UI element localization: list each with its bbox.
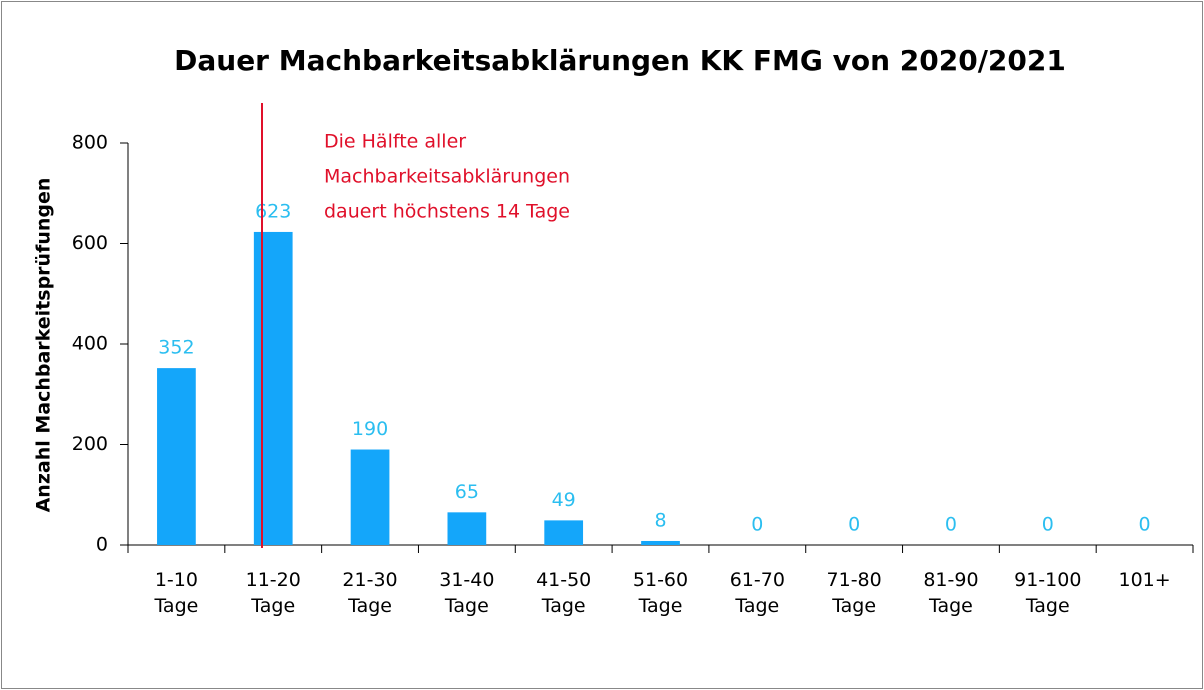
value-label: 65 xyxy=(455,481,479,503)
bar xyxy=(447,512,487,545)
y-tick-label: 800 xyxy=(72,132,108,154)
annotation: Die Hälfte aller xyxy=(324,131,466,153)
value-label: 0 xyxy=(1042,514,1054,536)
value-label: 0 xyxy=(1139,514,1151,536)
x-tick-label: 81-90 Tage xyxy=(923,569,978,617)
x-tick-label: 21-30 Tage xyxy=(342,569,397,617)
value-label: 623 xyxy=(255,200,291,222)
y-axis-label: Anzahl Machbarkeitsprüfungen xyxy=(33,178,55,513)
annotation: Machbarkeitsabklärungen xyxy=(324,166,570,188)
value-label: 0 xyxy=(848,514,860,536)
value-label: 49 xyxy=(552,489,576,511)
chart-title: Dauer Machbarkeitsabklärungen KK FMG von… xyxy=(174,44,1066,77)
value-label: 190 xyxy=(352,418,388,440)
bar xyxy=(253,231,293,545)
bar xyxy=(641,540,680,545)
x-tick-label: 71-80 Tage xyxy=(827,569,882,617)
bar xyxy=(544,520,584,545)
y-tick-label: 600 xyxy=(72,232,108,254)
value-label: 352 xyxy=(158,337,194,359)
x-tick-label: 1-10 Tage xyxy=(153,569,198,617)
y-tick-label: 200 xyxy=(72,433,108,455)
x-tick-label: 51-60 Tage xyxy=(633,569,688,617)
annotation: dauert höchstens 14 Tage xyxy=(324,201,570,223)
bar xyxy=(157,368,196,545)
value-label: 0 xyxy=(751,514,763,536)
x-tick-label: 101+ xyxy=(1118,569,1170,591)
y-tick-label: 400 xyxy=(72,333,108,355)
x-tick-label: 41-50 Tage xyxy=(536,569,591,617)
x-tick-label: 91-100 Tage xyxy=(1014,569,1081,617)
value-label: 8 xyxy=(654,509,666,531)
x-tick-label: 31-40 Tage xyxy=(439,569,494,617)
x-tick-label: 11-20 Tage xyxy=(246,569,301,617)
value-label: 0 xyxy=(945,514,957,536)
x-tick-label: 61-70 Tage xyxy=(730,569,785,617)
y-tick-label: 0 xyxy=(96,534,108,556)
bar xyxy=(350,449,390,545)
